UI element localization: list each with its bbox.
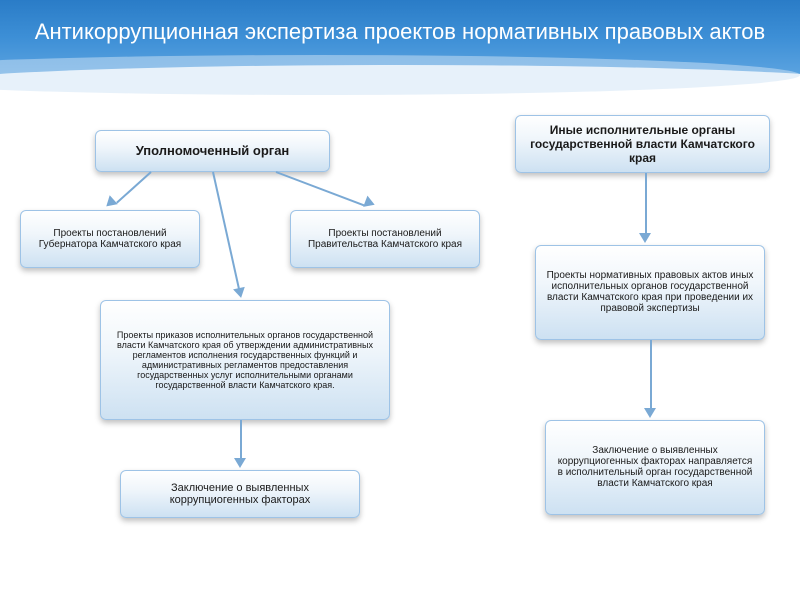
box-auth_body: Уполномоченный орган (95, 130, 330, 172)
arrow-4 (645, 173, 647, 235)
arrow-0 (116, 171, 151, 203)
box-other_projects: Проекты нормативных правовых актов иных … (535, 245, 765, 340)
box-conclusion_left: Заключение о выявленных коррупциогенных … (120, 470, 360, 518)
arrow-5 (650, 340, 652, 410)
box-other_exec: Иные исполнительные органы государственн… (515, 115, 770, 173)
arrow-1 (276, 171, 364, 206)
box-govt_decrees: Проекты постановлений Правительства Камч… (290, 210, 480, 268)
slide-title: Антикоррупционная экспертиза проектов но… (20, 18, 780, 47)
arrow-head-5 (644, 408, 656, 418)
arrow-head-4 (639, 233, 651, 243)
box-conclusion_right: Заключение о выявленных коррупциогенных … (545, 420, 765, 515)
box-orders: Проекты приказов исполнительных органов … (100, 300, 390, 420)
slide-header: Антикоррупционная экспертиза проектов но… (0, 0, 800, 75)
arrow-3 (240, 420, 242, 460)
arrow-head-3 (234, 458, 246, 468)
arrow-head-1 (363, 195, 377, 210)
arrow-head-2 (233, 286, 247, 298)
arrow-head-0 (102, 195, 117, 211)
diagram-canvas: Уполномоченный орган Иные исполнительные … (0, 75, 800, 575)
arrow-2 (212, 171, 240, 290)
box-gov_decrees: Проекты постановлений Губернатора Камчат… (20, 210, 200, 268)
